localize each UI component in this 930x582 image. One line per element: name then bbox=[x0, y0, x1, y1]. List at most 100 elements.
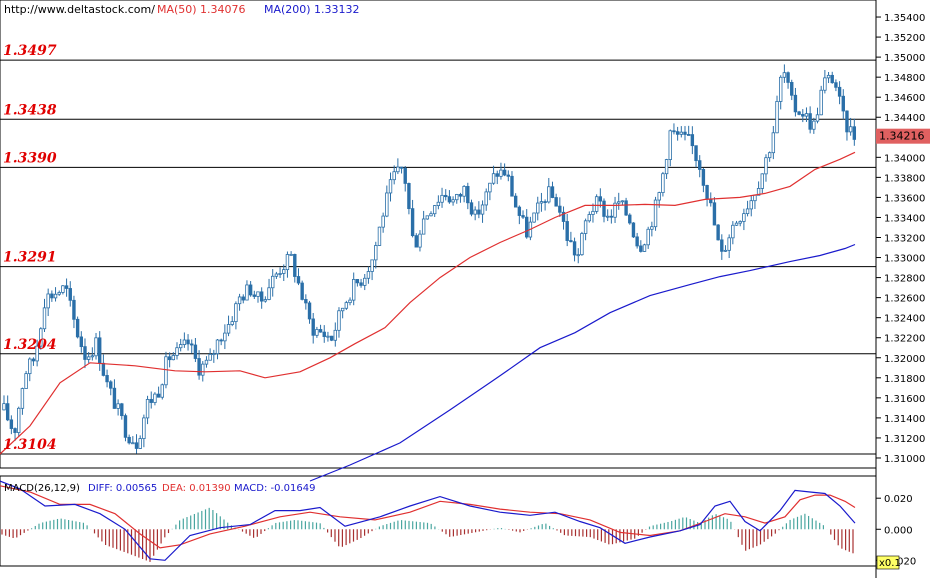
candle-body bbox=[432, 205, 437, 215]
candle-body bbox=[830, 74, 834, 84]
candle-body bbox=[142, 417, 146, 439]
candle-body bbox=[17, 407, 21, 433]
candle-body bbox=[315, 329, 319, 336]
candle-body bbox=[282, 269, 286, 274]
candle-body bbox=[742, 213, 746, 222]
candle-body bbox=[635, 236, 639, 247]
candle-body bbox=[782, 72, 787, 78]
macd-dea-label: DEA: 0.01390 bbox=[162, 483, 231, 494]
candle-body bbox=[525, 216, 529, 238]
candle-body bbox=[392, 171, 396, 181]
candle-body bbox=[300, 282, 304, 300]
candle-body bbox=[322, 331, 326, 337]
candle-body bbox=[686, 134, 691, 136]
candle-body bbox=[64, 285, 69, 289]
price-tick-label: 1.33000 bbox=[884, 254, 925, 265]
candle-body bbox=[580, 233, 584, 256]
candle-body bbox=[193, 344, 198, 359]
candle-body bbox=[39, 328, 43, 347]
candle-body bbox=[444, 194, 448, 198]
candle-body bbox=[543, 201, 547, 203]
candle-body bbox=[374, 245, 378, 261]
candle-body bbox=[98, 337, 102, 364]
candle-body bbox=[407, 183, 411, 210]
candle-body bbox=[396, 166, 400, 173]
candle-body bbox=[42, 307, 47, 330]
candle-body bbox=[598, 196, 603, 202]
candle-body bbox=[826, 74, 831, 79]
candle-body bbox=[631, 222, 636, 238]
candle-body bbox=[753, 194, 757, 202]
candle-body bbox=[370, 259, 374, 272]
ma200-label: MA(200) bbox=[264, 3, 311, 16]
candle-body bbox=[271, 275, 275, 289]
ma200-value: 1.33132 bbox=[314, 3, 360, 16]
candle-body bbox=[68, 288, 72, 301]
candle-body bbox=[848, 126, 853, 133]
candle-body bbox=[175, 347, 179, 356]
candle-body bbox=[112, 387, 117, 409]
diff-line bbox=[0, 480, 856, 561]
candle-body bbox=[418, 233, 422, 248]
candle-body bbox=[105, 375, 109, 383]
candle-body bbox=[668, 130, 672, 160]
candle-body bbox=[90, 355, 95, 358]
candle-body bbox=[289, 254, 293, 256]
candle-body bbox=[837, 86, 842, 97]
candle-body bbox=[808, 113, 812, 130]
price-tick-label: 1.32200 bbox=[884, 334, 925, 345]
price-tick-label: 1.33800 bbox=[884, 173, 925, 184]
candle-body bbox=[513, 195, 518, 208]
price-tick-label: 1.35000 bbox=[884, 53, 925, 64]
candle-body bbox=[259, 291, 264, 302]
level-label: 1.3291 bbox=[3, 250, 57, 266]
candle-body bbox=[661, 173, 665, 194]
candle-body bbox=[204, 359, 209, 365]
candle-body bbox=[24, 373, 28, 389]
candle-body bbox=[812, 120, 816, 130]
candle-body bbox=[57, 292, 61, 295]
candle-body bbox=[436, 201, 441, 206]
ma200-line bbox=[309, 243, 856, 482]
candle-body bbox=[381, 215, 385, 228]
candle-body bbox=[351, 279, 356, 301]
candle-body bbox=[50, 293, 54, 299]
ma50-value: 1.34076 bbox=[200, 3, 246, 16]
candle-body bbox=[13, 428, 17, 433]
candle-body bbox=[72, 299, 76, 320]
candle-body bbox=[234, 303, 238, 323]
ma50-label: MA(50) bbox=[157, 3, 197, 16]
candle-body bbox=[804, 113, 809, 117]
candle-body bbox=[738, 221, 742, 224]
candle-body bbox=[101, 362, 106, 376]
candle-body bbox=[701, 169, 706, 186]
price-tick-label: 1.33600 bbox=[884, 193, 925, 204]
macd-tick-label: 0.020 bbox=[884, 494, 913, 505]
candle-body bbox=[337, 310, 341, 331]
price-tick-label: 1.32800 bbox=[884, 274, 925, 285]
candle-body bbox=[53, 293, 58, 299]
candle-body bbox=[344, 302, 349, 309]
candle-body bbox=[348, 299, 352, 304]
site-url: http://www.deltastock.com/ bbox=[4, 3, 155, 16]
candle-body bbox=[75, 318, 80, 338]
candle-body bbox=[385, 192, 389, 217]
candle-body bbox=[149, 399, 153, 403]
candle-body bbox=[241, 296, 245, 301]
candle-body bbox=[410, 208, 415, 237]
candle-body bbox=[2, 403, 6, 411]
candle-body bbox=[329, 335, 334, 341]
candle-body bbox=[591, 210, 595, 215]
candle-body bbox=[469, 202, 474, 215]
candle-body bbox=[167, 356, 172, 361]
candle-body bbox=[197, 358, 201, 376]
candle-body bbox=[617, 201, 621, 204]
candle-body bbox=[587, 214, 591, 222]
last-price-label: 1.34216 bbox=[879, 130, 925, 143]
candle-body bbox=[212, 353, 216, 356]
candle-body bbox=[720, 239, 724, 252]
candle-body bbox=[502, 169, 507, 176]
candle-body bbox=[248, 284, 253, 296]
dea-line bbox=[0, 485, 856, 549]
